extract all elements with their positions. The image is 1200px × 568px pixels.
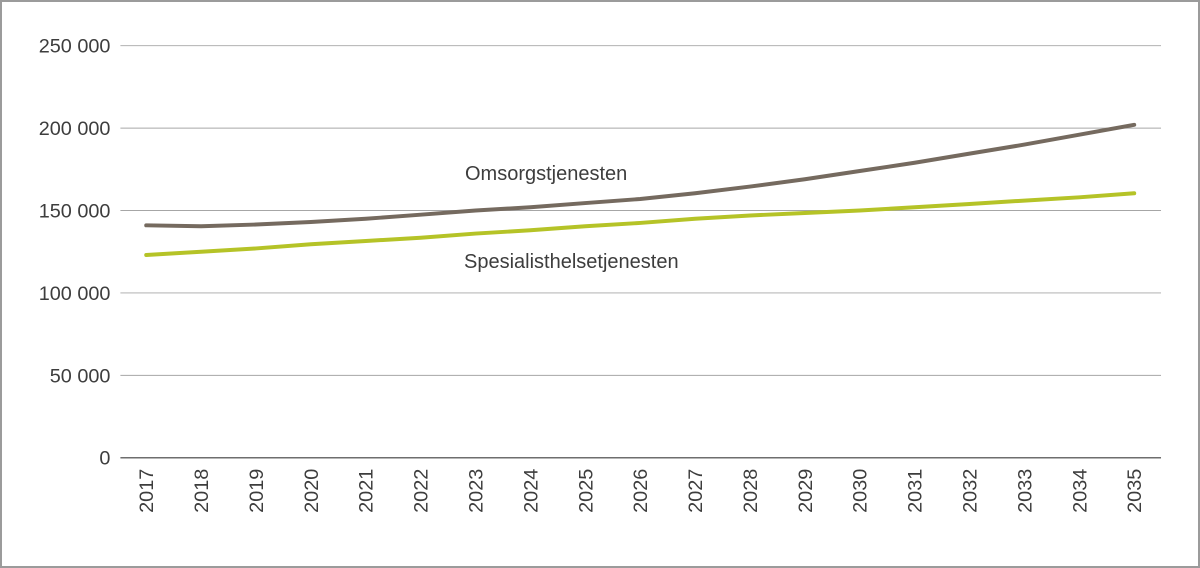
x-tick-label: 2023 xyxy=(465,469,487,513)
x-tick-label: 2026 xyxy=(630,469,652,513)
x-tick-label: 2034 xyxy=(1069,469,1091,513)
x-tick-label: 2020 xyxy=(301,469,323,513)
x-tick-label: 2031 xyxy=(905,469,927,513)
x-tick-label: 2035 xyxy=(1124,469,1146,513)
x-tick-label: 2018 xyxy=(191,469,213,513)
x-tick-label: 2022 xyxy=(411,469,433,513)
x-tick-label: 2024 xyxy=(520,469,542,513)
series-label-spesialisthelsetjenesten: Spesialisthelsetjenesten xyxy=(464,251,679,273)
y-tick-label: 200 000 xyxy=(39,118,111,140)
y-tick-label: 100 000 xyxy=(39,283,111,305)
y-tick-label: 50 000 xyxy=(50,365,111,387)
x-tick-label: 2029 xyxy=(795,469,817,513)
x-tick-label: 2017 xyxy=(136,469,158,513)
x-tick-label: 2030 xyxy=(850,469,872,513)
y-tick-label: 250 000 xyxy=(39,36,111,58)
x-tick-label: 2027 xyxy=(685,469,707,513)
y-tick-label: 150 000 xyxy=(39,200,111,222)
series-label-omsorgstjenesten: Omsorgstjenesten xyxy=(465,163,628,185)
series-line-spesialisthelsetjenesten xyxy=(144,191,1137,257)
series-line-omsorgstjenesten xyxy=(144,122,1137,229)
x-tick-label: 2025 xyxy=(575,469,597,513)
y-tick-label: 0 xyxy=(99,448,110,470)
x-tick-label: 2021 xyxy=(356,469,378,513)
x-tick-label: 2028 xyxy=(740,469,762,513)
x-tick-label: 2033 xyxy=(1014,469,1036,513)
x-tick-label: 2019 xyxy=(246,469,268,513)
x-tick-label: 2032 xyxy=(959,469,981,513)
